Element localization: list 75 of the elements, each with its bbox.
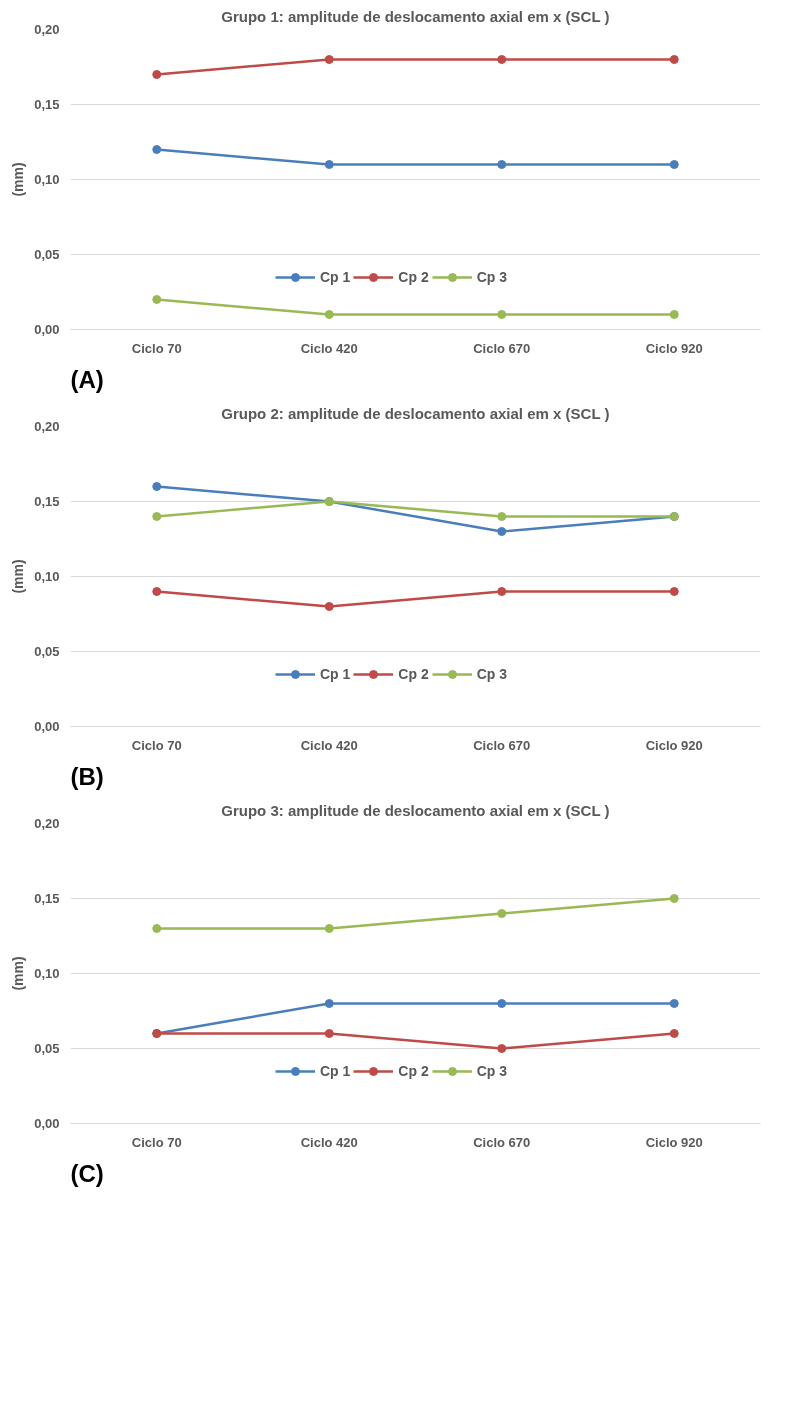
point (669, 1029, 679, 1038)
point (497, 160, 507, 169)
legend-label: Cp 2 (398, 666, 429, 682)
x-tick-label: Ciclo 920 (645, 340, 703, 356)
y-tick-label: 0,05 (34, 644, 60, 659)
point (497, 587, 507, 596)
point (669, 310, 679, 319)
y-tick-label: 0,05 (34, 247, 60, 262)
point (324, 999, 334, 1008)
point (497, 909, 507, 918)
point (152, 70, 162, 79)
point (324, 310, 334, 319)
y-tick-label: 0,20 (34, 419, 60, 434)
point (497, 310, 507, 319)
point (152, 482, 162, 491)
x-tick-label: Ciclo 70 (131, 340, 182, 356)
y-axis-title: (mm) (10, 559, 27, 594)
x-tick-label: Ciclo 420 (300, 1134, 358, 1150)
y-tick-label: 0,05 (34, 1041, 60, 1056)
point (324, 55, 334, 64)
y-tick-label: 0,10 (34, 172, 60, 187)
point (324, 160, 334, 169)
y-tick-label: 0,20 (34, 22, 60, 37)
x-tick-label: Ciclo 670 (473, 1134, 531, 1150)
y-tick-label: 0,00 (34, 719, 60, 734)
point (669, 894, 679, 903)
chart-title: Grupo 3: amplitude de deslocamento axial em x (SCL ) (221, 801, 610, 819)
y-axis-title: (mm) (10, 162, 27, 197)
legend-label: Cp 2 (398, 1063, 429, 1079)
point (497, 527, 507, 536)
y-tick-label: 0,00 (34, 1116, 60, 1131)
point (497, 999, 507, 1008)
text: (B) (70, 762, 104, 790)
point (669, 999, 679, 1008)
point (497, 1044, 507, 1053)
y-tick-label: 0,00 (34, 322, 60, 337)
text: (A) (70, 365, 104, 393)
x-tick-label: Ciclo 420 (300, 737, 358, 753)
legend-label: Cp 2 (398, 269, 429, 285)
point (152, 512, 162, 521)
y-tick-label: 0,20 (34, 816, 60, 831)
text: (C) (70, 1159, 104, 1187)
point (152, 587, 162, 596)
chart-title: Grupo 2: amplitude de deslocamento axial em x (SCL ) (221, 404, 610, 422)
x-tick-label: Ciclo 70 (131, 737, 182, 753)
y-axis-title: (mm) (10, 956, 27, 991)
chart-title: Grupo 1: amplitude de deslocamento axial em x (SCL ) (221, 7, 610, 25)
point (152, 295, 162, 304)
point (669, 55, 679, 64)
y-tick-label: 0,15 (34, 891, 60, 906)
point (324, 602, 334, 611)
x-tick-label: Ciclo 420 (300, 340, 358, 356)
y-tick-label: 0,15 (34, 97, 60, 112)
point (324, 924, 334, 933)
y-tick-label: 0,15 (34, 494, 60, 509)
point (669, 587, 679, 596)
point (152, 924, 162, 933)
y-tick-label: 0,10 (34, 966, 60, 981)
x-tick-label: Ciclo 670 (473, 737, 531, 753)
point (669, 160, 679, 169)
legend-label: Cp 1 (320, 1063, 351, 1079)
legend-label: Cp 3 (476, 269, 508, 285)
legend-label: Cp 3 (476, 666, 508, 682)
point (152, 145, 162, 154)
y-tick-label: 0,10 (34, 569, 60, 584)
x-tick-label: Ciclo 920 (645, 737, 703, 753)
legend-label: Cp 1 (320, 269, 351, 285)
point (497, 55, 507, 64)
x-tick-label: Ciclo 70 (131, 1134, 182, 1150)
point (324, 1029, 334, 1038)
point (497, 512, 507, 521)
x-tick-label: Ciclo 670 (473, 340, 531, 356)
legend-label: Cp 3 (476, 1063, 508, 1079)
x-tick-label: Ciclo 920 (645, 1134, 703, 1150)
legend-label: Cp 1 (320, 666, 351, 682)
